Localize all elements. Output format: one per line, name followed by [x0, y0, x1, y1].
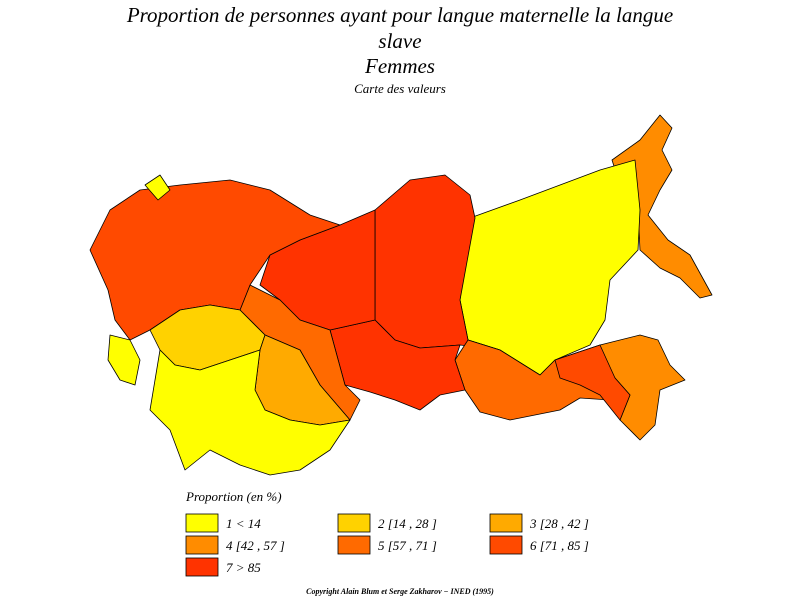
region — [149, 349, 351, 476]
legend-swatch — [337, 535, 371, 555]
legend-label: 5 [57 , 71 ] — [378, 538, 437, 553]
legend-label: 7 > 85 — [226, 560, 261, 575]
legend-swatch — [185, 513, 219, 533]
legend-swatch — [185, 535, 219, 555]
legend-label: 2 [14 , 28 ] — [378, 516, 437, 531]
title: Proportion de personnes ayant pour langu… — [126, 3, 673, 53]
region — [329, 319, 466, 411]
title-line: slave — [378, 29, 421, 53]
map — [89, 114, 713, 476]
legend-label: 4 [42 , 57 ] — [226, 538, 285, 553]
legend-swatch — [185, 557, 219, 577]
region — [454, 339, 616, 421]
legend-label: 3 [28 , 42 ] — [529, 516, 589, 531]
title-line: Proportion de personnes ayant pour langu… — [126, 3, 673, 27]
region — [144, 174, 171, 201]
legend-swatch — [489, 535, 523, 555]
copyright: Copyright Alain Blum et Serge Zakharov −… — [306, 587, 494, 596]
legend-swatch — [489, 513, 523, 533]
region — [107, 334, 141, 386]
legend-title: Proportion (en %) — [185, 489, 282, 504]
legend-label: 6 [71 , 85 ] — [530, 538, 589, 553]
region — [611, 114, 713, 299]
legend: 1 < 14 2 [14 , 28 ] 3 [28 , 42 ] 4 [42 , 57… — [185, 513, 589, 577]
legend-label: 1 < 14 — [226, 516, 261, 531]
legend-swatch — [337, 513, 371, 533]
region — [554, 344, 631, 421]
caption: Carte des valeurs — [354, 81, 446, 96]
subtitle: Femmes — [364, 54, 435, 78]
